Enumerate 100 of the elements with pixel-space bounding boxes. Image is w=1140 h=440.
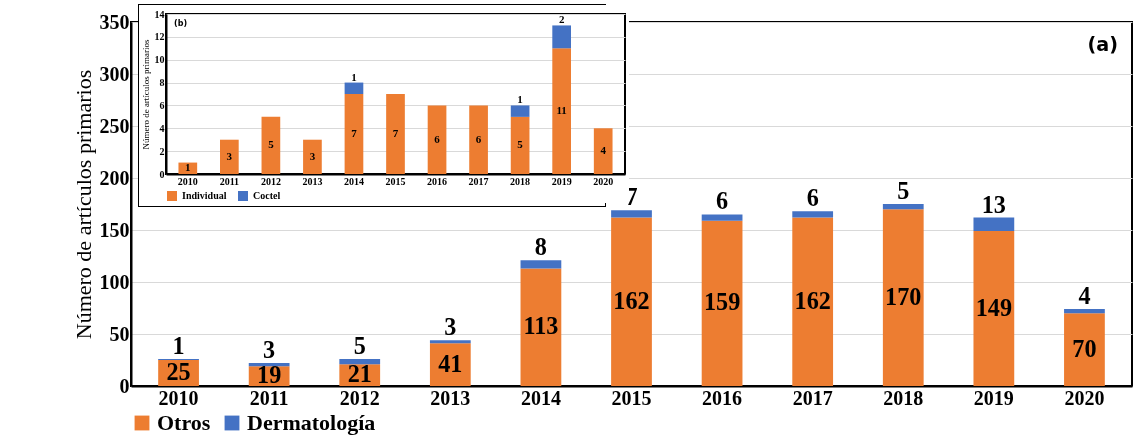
x-tick-label: 2010: [158, 386, 199, 409]
x-tick-label: 2013: [302, 175, 323, 187]
y-tick-label: 250: [99, 114, 130, 137]
bar: [611, 210, 652, 218]
bar: [427, 105, 447, 174]
data-label: 6: [434, 132, 441, 145]
x-tick-label: 2019: [973, 386, 1014, 409]
data-label: 7: [392, 127, 399, 139]
x-tick-label: 2010: [177, 175, 198, 187]
data-label: 2: [558, 13, 565, 26]
x-tick-label: 2012: [339, 386, 380, 409]
bar: [593, 128, 613, 174]
bar: [882, 204, 924, 210]
x-tick-label: 2017: [468, 175, 489, 187]
data-label: 162: [613, 286, 650, 314]
y-tick-label: 350: [99, 10, 130, 33]
data-label: 3: [309, 149, 316, 162]
y-tick-label: 300: [99, 62, 130, 85]
data-label: 170: [885, 282, 922, 310]
data-label: 5: [517, 138, 524, 151]
data-label: 1: [172, 331, 185, 359]
bar: [1064, 309, 1105, 314]
x-tick-label: 2020: [1064, 386, 1105, 409]
data-label: 21: [347, 360, 372, 388]
data-label: 1: [185, 161, 191, 174]
x-tick-label: 2016: [427, 175, 448, 187]
y-tick-label: 10: [154, 54, 165, 66]
bar: [510, 105, 530, 117]
bar: [469, 105, 488, 174]
data-label: 5: [353, 331, 366, 359]
y-tick-label: 12: [154, 31, 165, 43]
bar: [792, 211, 834, 218]
x-tick-label: 2014: [520, 386, 561, 409]
bar: [510, 116, 530, 174]
y-tick-label: 0: [119, 374, 130, 397]
data-label: 1: [351, 70, 357, 83]
data-label: 19: [257, 361, 282, 389]
x-tick-label: 2015: [611, 386, 652, 409]
legend-label: Coctel: [253, 190, 281, 201]
legend-label: Otros: [157, 410, 211, 435]
data-label: 149: [975, 293, 1012, 321]
bar: [344, 82, 364, 94]
data-label: 3: [444, 313, 457, 341]
data-label: 6: [475, 132, 482, 145]
bar: [973, 217, 1015, 232]
bar: [1064, 313, 1105, 386]
data-label: 41: [438, 349, 463, 377]
bar: [882, 209, 924, 386]
bar: [339, 358, 381, 365]
data-label: 8: [534, 233, 547, 261]
x-tick-label: 2013: [430, 386, 471, 409]
bar: [611, 217, 652, 386]
data-label: 7: [351, 127, 358, 139]
y-tick-label: 4: [159, 122, 165, 134]
bar: [261, 116, 281, 174]
bar: [220, 139, 239, 174]
data-label: 5: [897, 177, 910, 204]
y-tick-label: 150: [99, 218, 130, 241]
y-tick-label: 8: [159, 77, 165, 89]
y-tick-label: 0: [159, 168, 165, 180]
x-tick-label: 2018: [883, 386, 924, 409]
bar: [344, 94, 364, 174]
bar: [248, 363, 290, 367]
text: (a): [1087, 33, 1118, 56]
bar: [386, 94, 405, 174]
y-axis-title: Número de artículos primarios: [70, 69, 96, 340]
x-tick-label: 2016: [702, 386, 743, 409]
y-tick-label: 6: [159, 99, 165, 111]
data-label: 13: [981, 190, 1006, 218]
y-tick-label: 14: [154, 8, 165, 20]
x-tick-label: 2014: [343, 175, 364, 187]
data-label: 70: [1072, 334, 1097, 362]
bar: [552, 48, 571, 174]
legend-label: Individual: [182, 190, 227, 201]
bar: [701, 214, 743, 221]
bar: [701, 220, 743, 386]
data-label: 3: [226, 149, 233, 162]
text: (b): [174, 19, 188, 28]
bar: [429, 340, 471, 344]
y-tick-label: 100: [99, 270, 130, 293]
legend-label: Dermatología: [247, 410, 376, 435]
data-label: 6: [806, 184, 819, 212]
x-tick-label: 2020: [593, 175, 614, 187]
data-label: 11: [556, 104, 567, 117]
y-tick-label: 2: [159, 145, 165, 157]
data-label: 25: [166, 358, 191, 385]
x-tick-label: 2017: [792, 386, 833, 409]
data-label: 113: [523, 312, 559, 340]
data-label: 159: [703, 288, 741, 316]
y-tick-label: 200: [99, 166, 130, 189]
bar: [552, 25, 571, 49]
bar: [520, 260, 562, 269]
data-label: 6: [716, 187, 729, 215]
x-tick-label: 2018: [510, 175, 531, 187]
x-tick-label: 2011: [249, 386, 289, 409]
data-label: 162: [794, 286, 831, 314]
x-tick-label: 2011: [219, 175, 240, 187]
bar: [520, 268, 562, 386]
data-label: 5: [268, 138, 275, 151]
x-tick-label: 2015: [385, 175, 406, 187]
